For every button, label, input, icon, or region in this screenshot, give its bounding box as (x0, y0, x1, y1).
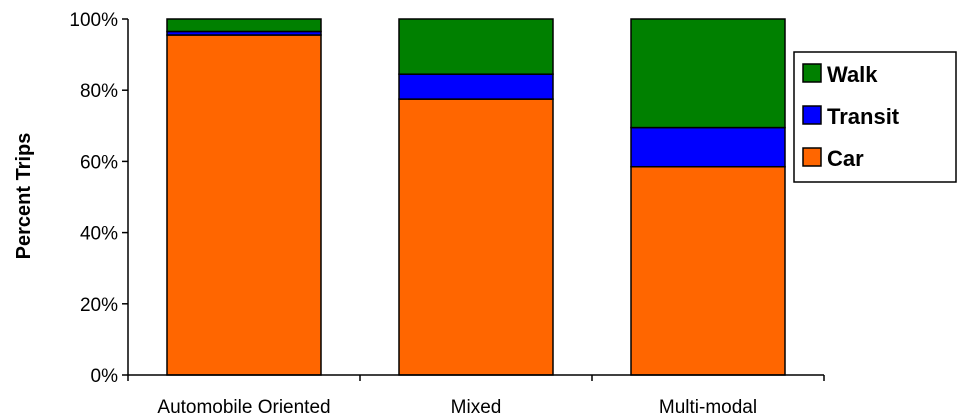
axes-group: Automobile Oriented Mixed Multi-modal 0% 20%… (69, 10, 825, 418)
bar-mixed-transit (398, 73, 554, 100)
x-tick-label-automobile-oriented: Automobile Oriented (157, 397, 330, 418)
y-tick-label-0pct: 0% (91, 366, 119, 387)
y-tick-label-20pct: 20% (80, 295, 118, 316)
bar-mixed-car (398, 98, 554, 376)
y-tick-label-80pct: 80% (80, 81, 118, 102)
bar-multi-modal-walk (630, 18, 786, 129)
legend-label-walk: Walk (827, 62, 878, 87)
legend-label-car: Car (827, 146, 864, 171)
bar-automobile-oriented-car (166, 34, 322, 376)
bar-automobile-oriented-walk (166, 18, 322, 33)
y-axis-label: Percent Trips (13, 133, 35, 260)
bar-multi-modal-transit (630, 126, 786, 168)
x-tick-label-multi-modal: Multi-modal (659, 397, 757, 418)
legend-label-transit: Transit (827, 104, 900, 129)
legend-swatch-car (802, 147, 822, 167)
y-tick-label-60pct: 60% (80, 152, 118, 173)
legend: Walk Transit Car (793, 51, 957, 183)
bar-multi-modal-car (630, 165, 786, 376)
legend-swatch-transit (802, 105, 822, 125)
bars-group (166, 18, 786, 376)
y-tick-label-40pct: 40% (80, 224, 118, 245)
y-tick-label-100pct: 100% (69, 10, 118, 31)
bar-mixed-walk (398, 18, 554, 75)
x-tick-label-mixed: Mixed (451, 397, 502, 418)
legend-swatch-walk (802, 63, 822, 83)
